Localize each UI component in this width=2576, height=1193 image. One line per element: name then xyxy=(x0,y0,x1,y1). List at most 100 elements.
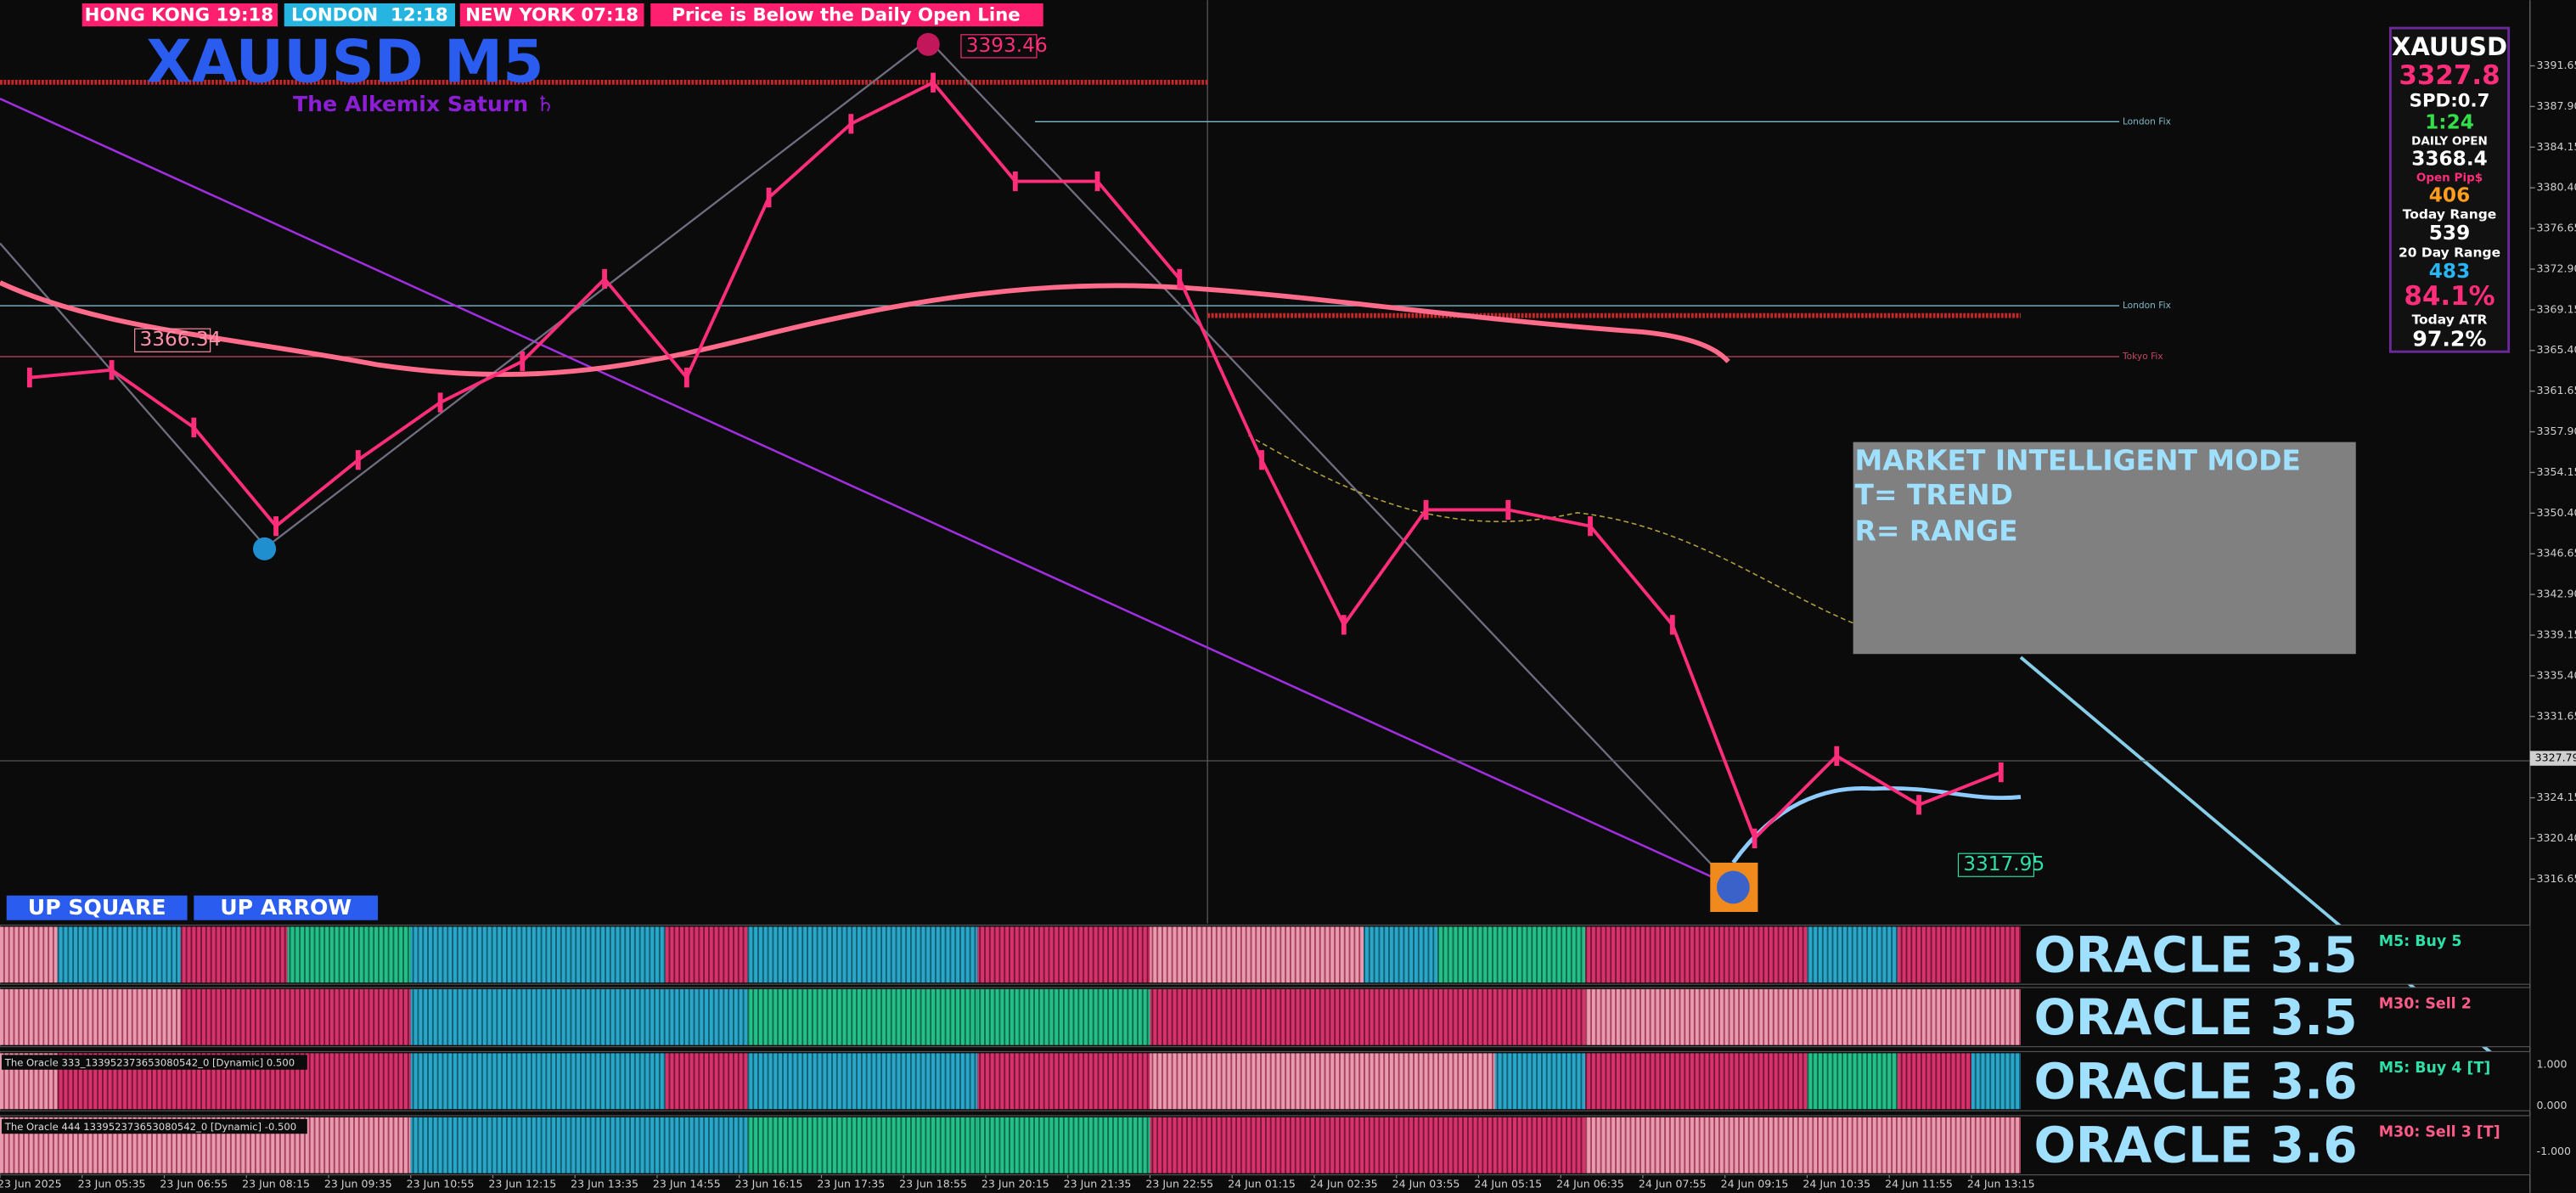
oracle-stripes xyxy=(665,1053,748,1110)
oracle-signal: M5: Buy 5 xyxy=(2379,933,2462,950)
oracle-stripes xyxy=(1807,1053,1898,1110)
y-tick-label: 3380.40 xyxy=(2537,181,2576,194)
clock: HONG KONG 19:18 xyxy=(85,4,273,25)
button[interactable] xyxy=(6,895,188,920)
oracle-axis-label: 1.000 xyxy=(2537,1057,2568,1070)
candle xyxy=(191,417,197,438)
x-tick-label: 23 Jun 08:15 xyxy=(242,1178,310,1190)
candle xyxy=(1669,615,1675,635)
x-tick-label: 24 Jun 13:15 xyxy=(1967,1178,2035,1190)
x-tick-label: 24 Jun 03:55 xyxy=(1392,1178,1460,1190)
signal-arrow xyxy=(1717,870,1750,904)
y-tick-label: 3391.65 xyxy=(2537,59,2576,71)
info-panel xyxy=(2388,26,2511,353)
x-tick-label: 23 Jun 13:35 xyxy=(571,1178,638,1190)
button[interactable] xyxy=(194,895,379,920)
mode-box xyxy=(1853,442,2356,655)
candle xyxy=(109,360,115,380)
info-item: SPD:0.7 xyxy=(2410,90,2490,111)
oracle-axis-label: 0.000 xyxy=(2537,1099,2568,1111)
y-tick-label: 3376.65 xyxy=(2537,222,2576,234)
price-label-box xyxy=(134,328,211,352)
zigzag xyxy=(0,37,1735,888)
info-item: 84.1% xyxy=(2404,281,2494,312)
y-tick-label: 3316.65 xyxy=(2537,872,2576,885)
price-label: 3317.95 xyxy=(1963,853,2044,875)
y-tick-label: 3350.40 xyxy=(2537,506,2576,519)
y-tick-label: 3320.40 xyxy=(2537,831,2576,844)
info-item: Today ATR xyxy=(2412,312,2488,328)
oracle-stripes xyxy=(0,988,181,1045)
mode-title: MARKET INTELLIGENT MODE xyxy=(1855,443,2301,476)
y-tick-label: 3387.90 xyxy=(2537,99,2576,112)
trend-line xyxy=(0,98,1718,881)
y-tick-label: 3346.65 xyxy=(2537,547,2576,560)
info-item: 97.2% xyxy=(2412,326,2486,351)
info-item: 3327.8 xyxy=(2399,60,2500,91)
button-label[interactable]: UP ARROW xyxy=(220,895,352,920)
x-tick-label: 24 Jun 01:15 xyxy=(1228,1178,1296,1190)
x-tick-label: 23 Jun 09:35 xyxy=(324,1178,392,1190)
oracle-stripes xyxy=(1150,926,1364,983)
button-label[interactable]: UP SQUARE xyxy=(28,895,166,920)
info-item: XAUUSD xyxy=(2392,32,2507,61)
info-item: 20 Day Range xyxy=(2399,245,2500,261)
oracle-stripes xyxy=(1150,1053,1495,1110)
x-tick-label: 24 Jun 02:35 xyxy=(1310,1178,1378,1190)
oracle-stripes xyxy=(180,926,288,983)
candle xyxy=(1916,795,1921,815)
oracle-stripes xyxy=(977,1117,1150,1173)
y-tick-label: 3357.90 xyxy=(2537,425,2576,437)
x-tick-label: 23 Jun 05:35 xyxy=(78,1178,146,1190)
oracle-stripes xyxy=(1585,1053,1808,1110)
y-tick-label: 3384.15 xyxy=(2537,140,2576,153)
oracle-axis-label: -1.000 xyxy=(2537,1145,2572,1157)
x-tick-label: 23 Jun 18:55 xyxy=(899,1178,967,1190)
price-label: 3393.46 xyxy=(966,34,1048,57)
candle xyxy=(1834,746,1840,766)
oracle-stripes xyxy=(1494,1053,1586,1110)
level-label: London Fix xyxy=(2123,300,2171,311)
oracle-stripes xyxy=(1150,1117,1586,1173)
oracle-stripes xyxy=(1150,988,1586,1045)
candle xyxy=(437,392,443,413)
y-tick-label: 3354.15 xyxy=(2537,465,2576,478)
x-tick-label: 24 Jun 09:15 xyxy=(1721,1178,1789,1190)
oracle-signal: M30: Sell 2 xyxy=(2379,995,2472,1012)
x-tick-label: 24 Jun 06:35 xyxy=(1556,1178,1624,1190)
oracle-signal: M30: Sell 3 [T] xyxy=(2379,1123,2500,1140)
oracle-stripes xyxy=(1897,1053,1971,1110)
info-item: Today Range xyxy=(2403,207,2497,222)
subtitle: The Alkemix Saturn ♄ xyxy=(293,92,554,116)
oracle-label: ORACLE 3.5 xyxy=(2033,926,2357,983)
y-tick-label: 3331.65 xyxy=(2537,709,2576,722)
price-label: 3366.34 xyxy=(139,328,221,351)
oracle-stripes xyxy=(1437,926,1586,983)
swing-marker xyxy=(252,537,277,560)
x-tick-label: 23 Jun 06:55 xyxy=(160,1178,228,1190)
current-price-label: 3327.79 xyxy=(2535,751,2576,764)
alert-text: Price is Below the Daily Open Line xyxy=(672,4,1020,25)
level-label: Tokyo Fix xyxy=(2122,351,2163,362)
x-tick-label: 23 Jun 20:15 xyxy=(981,1178,1049,1190)
oracle-stripes xyxy=(410,1053,666,1110)
oracle-signal: M5: Buy 4 [T] xyxy=(2379,1060,2490,1077)
current-price-tag xyxy=(2529,751,2576,766)
oracle-caption: The Oracle 444 133952373653080542_0 [Dyn… xyxy=(4,1121,296,1133)
oracle-label: ORACLE 3.6 xyxy=(2033,1117,2357,1174)
clock-box xyxy=(284,3,455,27)
oracle-stripes xyxy=(747,926,978,983)
candle xyxy=(1177,268,1183,290)
oracle-stripes xyxy=(665,926,748,983)
candle xyxy=(1341,615,1347,635)
x-tick-label: 23 Jun 14:55 xyxy=(653,1178,721,1190)
oracle-stripes xyxy=(1807,926,1898,983)
oracle-stripes xyxy=(1897,926,2021,983)
oracle-stripes xyxy=(410,1117,748,1173)
y-tick-label: 3365.40 xyxy=(2537,343,2576,356)
x-tick-label: 24 Jun 11:55 xyxy=(1885,1178,1953,1190)
y-tick-label: 3361.65 xyxy=(2537,384,2576,397)
oracle-stripes xyxy=(1364,926,1438,983)
